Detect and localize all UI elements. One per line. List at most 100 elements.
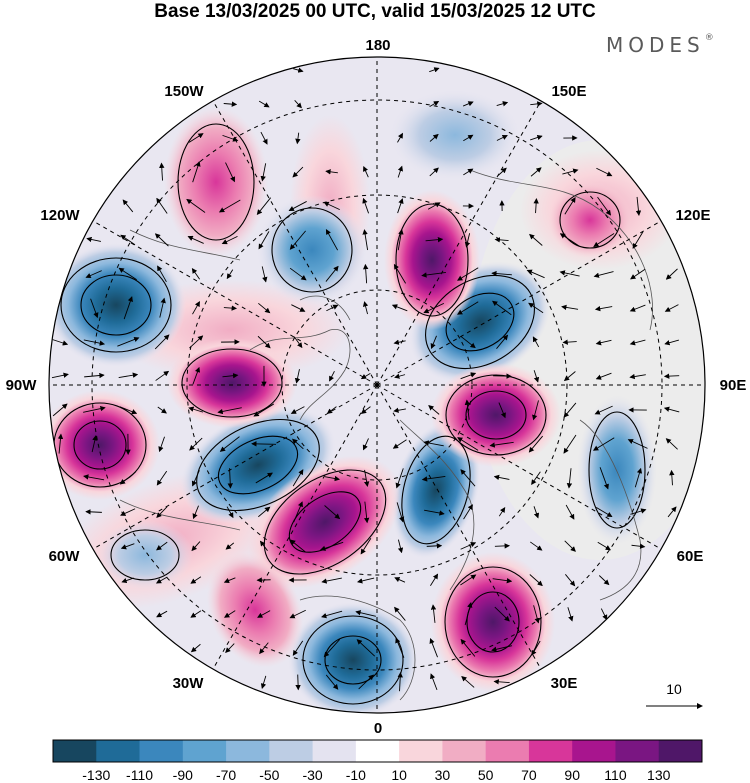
wind-arrow [595, 339, 612, 346]
wind-arrow [393, 263, 407, 284]
pink-anomaly [431, 363, 561, 467]
wind-arrow [562, 339, 577, 345]
wind-arrow [257, 335, 271, 349]
wind-arrow [121, 577, 134, 584]
pink-anomaly [164, 107, 268, 257]
wind-vectors [51, 67, 680, 692]
wind-arrow [634, 467, 643, 488]
wind-arrow [423, 302, 445, 314]
wind-arrow [593, 233, 615, 248]
wind-arrow [665, 268, 678, 280]
wind-arrow [596, 507, 613, 518]
wind-arrow [157, 265, 167, 283]
wind-arrow [360, 537, 372, 555]
wind-arrow [52, 403, 68, 417]
contour-lines [53, 123, 646, 705]
wind-arrow [460, 336, 476, 349]
wind-arrow [530, 541, 543, 551]
wind-arrow [292, 640, 304, 656]
wind-arrow [497, 167, 507, 177]
wind-arrow [83, 474, 105, 481]
colorbar-swatch [615, 740, 660, 762]
wind-arrow [258, 100, 270, 108]
wind-arrow [224, 610, 236, 618]
wind-arrow [663, 373, 680, 379]
wind-arrow [460, 372, 477, 380]
wind-arrow [492, 578, 513, 584]
wind-arrow [225, 162, 235, 183]
wind-arrow [159, 297, 166, 318]
wind-arrow [667, 506, 677, 518]
wind-arrow [593, 271, 614, 278]
wind-arrow [532, 400, 539, 421]
wind-arrow [119, 406, 138, 415]
wind-arrow [363, 469, 370, 487]
wind-arrow [289, 230, 306, 250]
wind-arrow [600, 608, 608, 621]
wind-arrow [635, 196, 642, 216]
wind-arrow [154, 334, 170, 350]
pink-anomaly [248, 455, 402, 589]
wind-arrow [595, 372, 612, 380]
wind-arrow [217, 407, 242, 415]
wind-arrow [594, 305, 613, 312]
wind-arrow [120, 234, 136, 246]
wind-arrow [186, 198, 206, 213]
colorbar-tick-label: -30 [302, 767, 322, 783]
wind-arrow [158, 436, 165, 453]
wind-arrow [192, 160, 201, 183]
wind-arrow [259, 642, 269, 655]
wind-arrow [464, 233, 471, 248]
wind-arrow [460, 574, 477, 586]
wind-arrow [258, 231, 270, 250]
wind-arrow [533, 198, 539, 214]
wind-arrow [85, 509, 102, 515]
wind-arrow [424, 509, 445, 516]
lon-label-30e: 30E [551, 675, 578, 692]
wind-arrow [190, 610, 202, 618]
wind-arrow [261, 266, 268, 283]
wind-arrow [289, 267, 307, 281]
colorbar-swatch [485, 740, 530, 762]
wind-arrow [326, 304, 339, 312]
wind-arrow [463, 134, 474, 142]
wind-arrow [531, 471, 541, 486]
wind-arrow [363, 501, 370, 524]
wind-arrow [118, 267, 137, 281]
wind-arrow [192, 505, 199, 520]
wind-arrow [323, 201, 340, 211]
wind-arrow [156, 541, 168, 551]
wind-arrow [395, 637, 405, 658]
wind-arrow [321, 610, 343, 619]
colorbar-swatch [528, 740, 573, 762]
wind-arrow [155, 576, 168, 584]
wind-arrow [397, 671, 403, 692]
wind-arrow [627, 439, 648, 449]
wind-arrow [258, 506, 271, 518]
colorbar-swatch [53, 740, 97, 762]
colorbar-tick-label: -90 [173, 767, 193, 783]
wind-arrow [526, 269, 545, 279]
reference-vector-label: 10 [666, 681, 682, 697]
blue-anomaly [49, 243, 186, 367]
blue-anomaly [257, 195, 367, 305]
wind-arrow [561, 304, 579, 311]
wind-arrow [223, 577, 236, 583]
pink-anomaly [167, 338, 297, 428]
wind-arrow [188, 406, 204, 413]
wind-arrow [156, 197, 168, 214]
latitude-circles [91, 99, 663, 671]
wind-arrow [294, 369, 301, 384]
wind-arrow [393, 407, 406, 413]
colorbar-tick-label: 10 [391, 767, 407, 783]
wind-arrow [156, 610, 168, 618]
wind-arrow [594, 405, 613, 415]
wind-arrow [429, 100, 440, 107]
wind-arrow [530, 101, 543, 107]
colorbar-tick-label: -110 [126, 767, 153, 783]
wind-arrow [533, 370, 540, 383]
wind-arrow [393, 339, 406, 345]
wind-arrow [529, 233, 543, 246]
wind-arrow [189, 335, 204, 349]
wind-arrow [464, 602, 473, 626]
